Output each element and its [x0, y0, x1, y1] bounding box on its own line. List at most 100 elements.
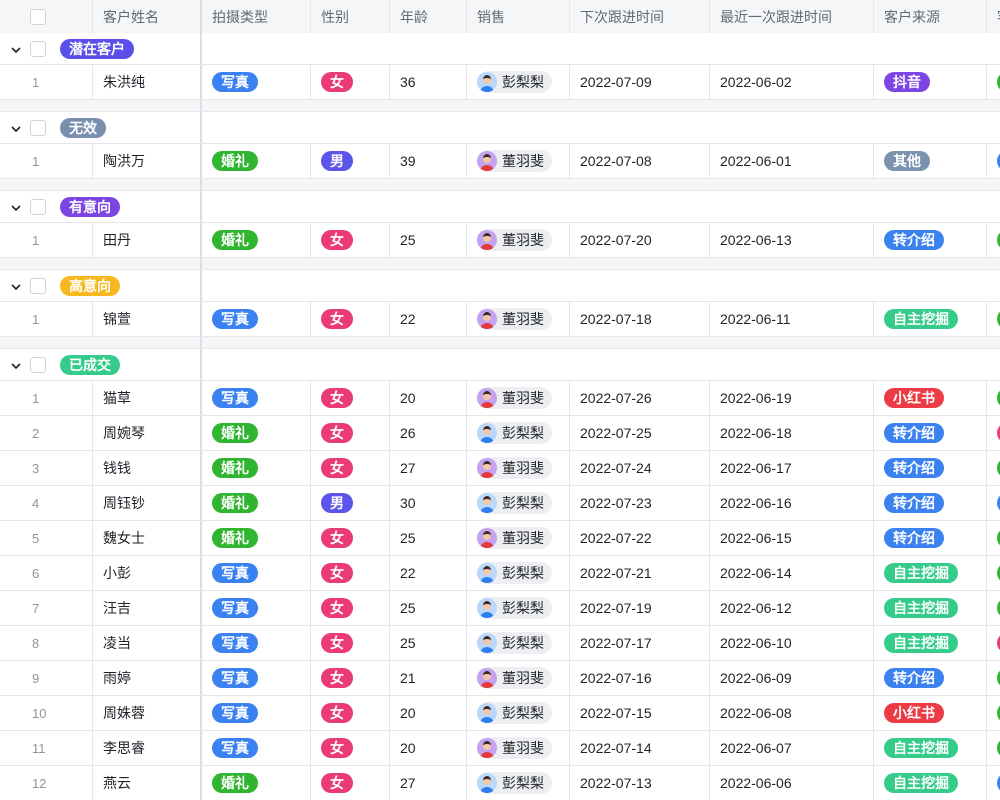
- group-checkbox[interactable]: [30, 198, 46, 215]
- shoot-type-cell[interactable]: 写真: [202, 626, 311, 660]
- group-checkbox[interactable]: [30, 356, 46, 373]
- last-followup-cell[interactable]: 2022-06-18: [710, 416, 874, 450]
- gender-cell[interactable]: 女: [311, 731, 390, 765]
- last-followup-cell[interactable]: 2022-06-08: [710, 696, 874, 730]
- age-cell[interactable]: 20: [390, 696, 467, 730]
- next-followup-cell[interactable]: 2022-07-24: [570, 451, 710, 485]
- table-row[interactable]: 5 魏女士 婚礼 女 25 董羽斐 2022-07-22 2022-06-15 转介绍: [0, 521, 1000, 556]
- header-truncated[interactable]: 客: [987, 0, 1000, 33]
- sales-cell[interactable]: 彭梨梨: [467, 591, 570, 625]
- table-row[interactable]: 1 猫草 写真 女 20 董羽斐 2022-07-26 2022-06-19 小红书: [0, 381, 1000, 416]
- group-checkbox[interactable]: [30, 277, 46, 294]
- table-row[interactable]: 12 燕云 婚礼 女 27 彭梨梨 2022-07-13 2022-06-06 自主挖掘: [0, 766, 1000, 800]
- source-cell[interactable]: 小红书: [874, 696, 987, 730]
- table-row[interactable]: 1 朱洪纯 写真 女 36 彭梨梨 2022-07-09 2022-06-02 抖音: [0, 65, 1000, 100]
- customer-name-cell[interactable]: 周钰钞: [93, 486, 202, 520]
- source-cell[interactable]: 转介绍: [874, 223, 987, 257]
- next-followup-cell[interactable]: 2022-07-19: [570, 591, 710, 625]
- next-followup-cell[interactable]: 2022-07-14: [570, 731, 710, 765]
- table-row[interactable]: 1 田丹 婚礼 女 25 董羽斐 2022-07-20 2022-06-13 转介绍: [0, 223, 1000, 258]
- select-all-checkbox[interactable]: [30, 8, 46, 25]
- customer-name-cell[interactable]: 钱钱: [93, 451, 202, 485]
- gender-cell[interactable]: 女: [311, 556, 390, 590]
- age-cell[interactable]: 26: [390, 416, 467, 450]
- age-cell[interactable]: 25: [390, 626, 467, 660]
- last-followup-cell[interactable]: 2022-06-17: [710, 451, 874, 485]
- last-followup-cell[interactable]: 2022-06-10: [710, 626, 874, 660]
- gender-cell[interactable]: 女: [311, 65, 390, 99]
- truncated-cell[interactable]: [987, 451, 1000, 485]
- gender-cell[interactable]: 女: [311, 416, 390, 450]
- next-followup-cell[interactable]: 2022-07-17: [570, 626, 710, 660]
- last-followup-cell[interactable]: 2022-06-12: [710, 591, 874, 625]
- sales-cell[interactable]: 董羽斐: [467, 302, 570, 336]
- truncated-cell[interactable]: [987, 223, 1000, 257]
- gender-cell[interactable]: 男: [311, 486, 390, 520]
- sales-cell[interactable]: 董羽斐: [467, 223, 570, 257]
- next-followup-cell[interactable]: 2022-07-08: [570, 144, 710, 178]
- age-cell[interactable]: 30: [390, 486, 467, 520]
- next-followup-cell[interactable]: 2022-07-21: [570, 556, 710, 590]
- table-row[interactable]: 1 锦萱 写真 女 22 董羽斐 2022-07-18 2022-06-11 自主挖掘: [0, 302, 1000, 337]
- shoot-type-cell[interactable]: 写真: [202, 556, 311, 590]
- customer-name-cell[interactable]: 周姝蓉: [93, 696, 202, 730]
- shoot-type-cell[interactable]: 婚礼: [202, 223, 311, 257]
- table-row[interactable]: 8 凌当 写真 女 25 彭梨梨 2022-07-17 2022-06-10 自主挖掘: [0, 626, 1000, 661]
- sales-cell[interactable]: 彭梨梨: [467, 65, 570, 99]
- last-followup-cell[interactable]: 2022-06-07: [710, 731, 874, 765]
- header-type[interactable]: 拍摄类型: [202, 0, 311, 33]
- chevron-down-icon[interactable]: [9, 280, 23, 292]
- table-row[interactable]: 2 周婉琴 婚礼 女 26 彭梨梨 2022-07-25 2022-06-18 转介绍: [0, 416, 1000, 451]
- sales-cell[interactable]: 董羽斐: [467, 521, 570, 555]
- age-cell[interactable]: 25: [390, 223, 467, 257]
- group-header[interactable]: 潜在客户: [0, 33, 1000, 65]
- table-row[interactable]: 4 周钰钞 婚礼 男 30 彭梨梨 2022-07-23 2022-06-16 转介绍: [0, 486, 1000, 521]
- customer-name-cell[interactable]: 李思睿: [93, 731, 202, 765]
- shoot-type-cell[interactable]: 写真: [202, 381, 311, 415]
- shoot-type-cell[interactable]: 写真: [202, 302, 311, 336]
- source-cell[interactable]: 转介绍: [874, 416, 987, 450]
- source-cell[interactable]: 小红书: [874, 381, 987, 415]
- gender-cell[interactable]: 女: [311, 661, 390, 695]
- truncated-cell[interactable]: [987, 521, 1000, 555]
- chevron-down-icon[interactable]: [9, 359, 23, 371]
- customer-name-cell[interactable]: 魏女士: [93, 521, 202, 555]
- chevron-down-icon[interactable]: [9, 201, 23, 213]
- shoot-type-cell[interactable]: 婚礼: [202, 486, 311, 520]
- truncated-cell[interactable]: [987, 661, 1000, 695]
- customer-name-cell[interactable]: 锦萱: [93, 302, 202, 336]
- gender-cell[interactable]: 女: [311, 521, 390, 555]
- gender-cell[interactable]: 女: [311, 381, 390, 415]
- header-gender[interactable]: 性别: [311, 0, 390, 33]
- gender-cell[interactable]: 女: [311, 626, 390, 660]
- truncated-cell[interactable]: [987, 144, 1000, 178]
- source-cell[interactable]: 自主挖掘: [874, 591, 987, 625]
- gender-cell[interactable]: 女: [311, 451, 390, 485]
- next-followup-cell[interactable]: 2022-07-25: [570, 416, 710, 450]
- shoot-type-cell[interactable]: 写真: [202, 696, 311, 730]
- table-row[interactable]: 9 雨婷 写真 女 21 董羽斐 2022-07-16 2022-06-09 转介绍: [0, 661, 1000, 696]
- header-age[interactable]: 年龄: [390, 0, 467, 33]
- truncated-cell[interactable]: [987, 731, 1000, 765]
- source-cell[interactable]: 自主挖掘: [874, 626, 987, 660]
- next-followup-cell[interactable]: 2022-07-26: [570, 381, 710, 415]
- source-cell[interactable]: 转介绍: [874, 451, 987, 485]
- header-source[interactable]: 客户来源: [874, 0, 987, 33]
- sales-cell[interactable]: 彭梨梨: [467, 416, 570, 450]
- truncated-cell[interactable]: [987, 591, 1000, 625]
- next-followup-cell[interactable]: 2022-07-09: [570, 65, 710, 99]
- age-cell[interactable]: 22: [390, 556, 467, 590]
- age-cell[interactable]: 21: [390, 661, 467, 695]
- age-cell[interactable]: 22: [390, 302, 467, 336]
- gender-cell[interactable]: 女: [311, 223, 390, 257]
- next-followup-cell[interactable]: 2022-07-20: [570, 223, 710, 257]
- source-cell[interactable]: 自主挖掘: [874, 302, 987, 336]
- truncated-cell[interactable]: [987, 766, 1000, 800]
- next-followup-cell[interactable]: 2022-07-13: [570, 766, 710, 800]
- next-followup-cell[interactable]: 2022-07-23: [570, 486, 710, 520]
- age-cell[interactable]: 20: [390, 731, 467, 765]
- gender-cell[interactable]: 女: [311, 591, 390, 625]
- source-cell[interactable]: 自主挖掘: [874, 731, 987, 765]
- customer-name-cell[interactable]: 汪吉: [93, 591, 202, 625]
- truncated-cell[interactable]: [987, 302, 1000, 336]
